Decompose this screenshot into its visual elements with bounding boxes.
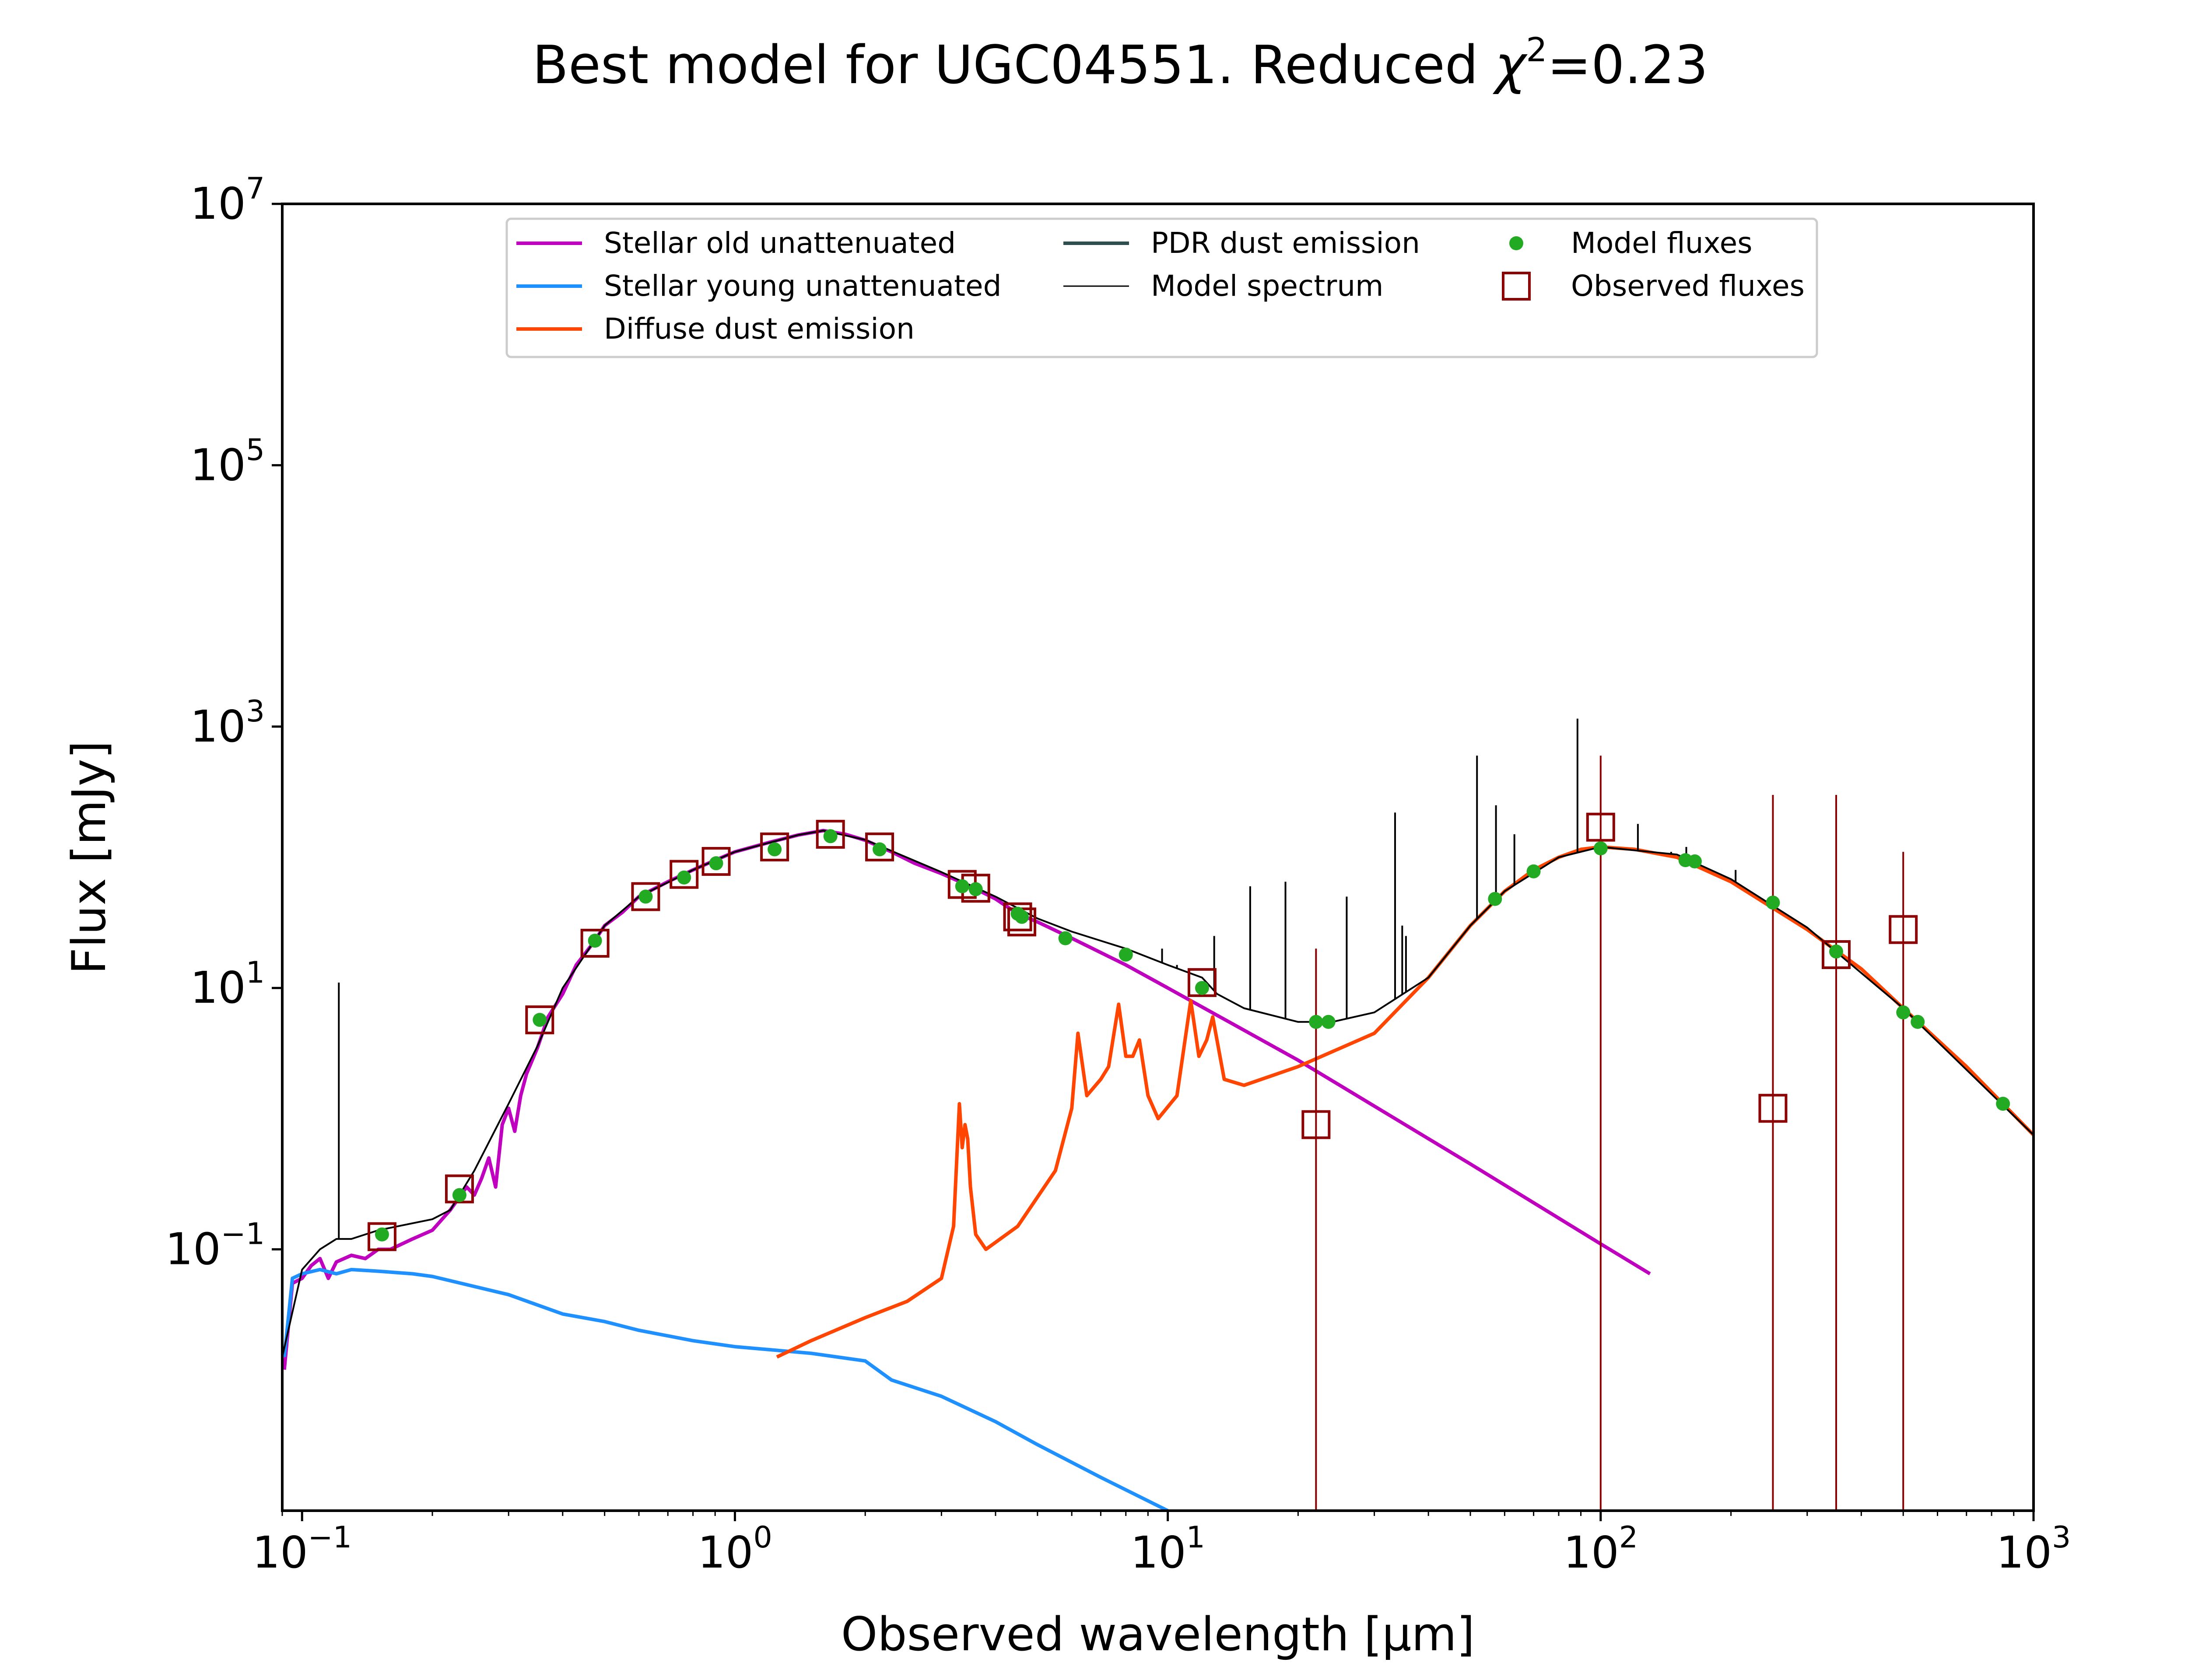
legend-label: Model fluxes: [1571, 226, 1753, 260]
legend-item-model-fluxes: Model fluxes: [1509, 226, 1753, 260]
model-flux-marker: [968, 882, 983, 896]
model-flux-marker: [873, 842, 887, 857]
model-flux-marker: [1896, 1005, 1911, 1020]
y-tick-label: 10−1: [165, 1217, 265, 1275]
model-flux-marker: [1321, 1015, 1336, 1029]
x-tick-label: 102: [1564, 1520, 1638, 1578]
model-flux-marker: [1766, 896, 1780, 910]
observed-flux-marker: [367, 1222, 396, 1251]
series-line-model-spectrum: [282, 830, 2034, 1358]
model-flux-marker: [1119, 947, 1133, 962]
model-flux-marker: [1911, 1015, 1925, 1029]
observed-flux-marker: [1187, 968, 1217, 997]
legend-item-stellar-old-unattenuated: Stellar old unattenuated: [516, 226, 956, 260]
x-axis-label: Observed wavelength [μm]: [841, 1607, 1475, 1661]
legend-label: Stellar young unattenuated: [604, 269, 1002, 303]
model-flux-marker: [638, 889, 653, 904]
legend-item-pdr-dust-emission: PDR dust emission: [1063, 226, 1420, 260]
observed-flux-marker: [1301, 1110, 1331, 1139]
legend-label: Observed fluxes: [1571, 269, 1805, 303]
model-flux-marker: [1526, 864, 1541, 878]
legend-item-observed-fluxes: Observed fluxes: [1502, 269, 1805, 303]
model-flux-marker: [768, 842, 782, 857]
legend-label: Diffuse dust emission: [604, 312, 915, 346]
model-flux-marker: [1687, 854, 1702, 868]
x-tick-label: 103: [1996, 1520, 2071, 1578]
legend-box: [505, 217, 1818, 358]
model-flux-marker: [1058, 931, 1073, 945]
legend-item-model-spectrum: Model spectrum: [1063, 269, 1383, 303]
model-flux-marker: [588, 934, 602, 948]
model-flux-marker: [1829, 944, 1843, 959]
model-flux-marker: [955, 879, 969, 893]
legend-item-stellar-young-unattenuated: Stellar young unattenuated: [516, 269, 1002, 303]
model-flux-marker: [1309, 1015, 1323, 1029]
model-flux-marker: [709, 856, 723, 871]
legend-label: Model spectrum: [1151, 269, 1383, 303]
series-line-stellar-young-unattenuated: [282, 1267, 1169, 1511]
observed-flux-marker: [580, 928, 610, 958]
observed-flux-marker: [670, 860, 699, 889]
x-tick-label: 101: [1130, 1520, 1205, 1578]
observed-flux-marker: [1821, 940, 1851, 969]
model-flux-marker: [1195, 981, 1209, 995]
observed-flux-marker: [760, 832, 789, 861]
model-flux-marker: [1488, 892, 1502, 906]
legend: Stellar old unattenuated Stellar young un…: [505, 217, 1818, 358]
legend-swatch: [1502, 272, 1531, 301]
y-tick-label: 103: [190, 694, 265, 752]
observed-flux-marker: [1889, 915, 1918, 944]
chart-title: Best model for UGC04551. Reduced χ2=0.23: [533, 30, 1708, 96]
y-tick-label: 105: [190, 433, 265, 490]
observed-flux-marker: [1586, 812, 1615, 842]
model-flux-marker: [533, 1013, 547, 1027]
model-flux-marker: [1996, 1096, 2010, 1111]
observed-flux-marker: [816, 819, 845, 849]
plot-frame: [281, 203, 2035, 1512]
y-tick-label: 107: [190, 172, 265, 229]
observed-flux-marker: [701, 847, 731, 876]
observed-flux-marker: [525, 1005, 554, 1035]
model-flux-marker: [452, 1188, 466, 1202]
observed-flux-marker: [865, 832, 894, 861]
y-axis-label: Flux [mJy]: [62, 741, 116, 974]
plot-area: [282, 718, 2034, 1511]
observed-flux-marker: [1003, 902, 1032, 931]
observed-flux-marker: [631, 882, 660, 911]
legend-label: Stellar old unattenuated: [604, 226, 956, 260]
model-flux-marker: [677, 870, 691, 885]
x-tick-label: 10−1: [252, 1520, 352, 1578]
legend-swatch: [1509, 236, 1523, 250]
y-tick-label: 101: [190, 956, 265, 1013]
model-flux-marker: [1015, 910, 1029, 924]
model-flux-marker: [1593, 841, 1608, 856]
model-flux-marker: [375, 1227, 389, 1242]
model-flux-marker: [823, 829, 838, 844]
legend-item-diffuse-dust-emission: Diffuse dust emission: [516, 312, 915, 346]
y-axis: 10−1 101 103 105 107: [165, 172, 282, 1275]
legend-label: PDR dust emission: [1151, 226, 1420, 260]
observed-flux-marker: [1758, 1094, 1788, 1123]
x-axis: 10−1 100 101 102 103: [252, 1511, 2071, 1578]
x-tick-label: 100: [698, 1520, 772, 1578]
